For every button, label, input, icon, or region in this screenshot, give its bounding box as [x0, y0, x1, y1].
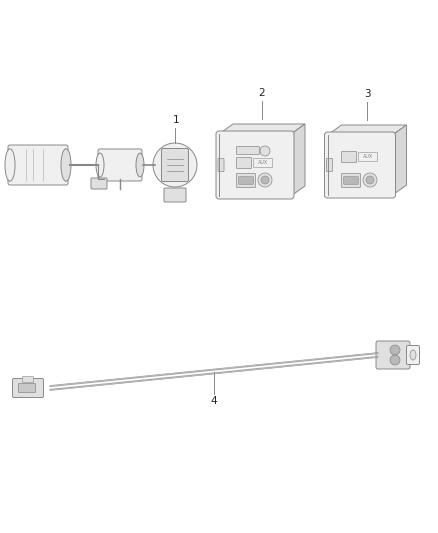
Circle shape	[260, 146, 270, 156]
Polygon shape	[291, 124, 305, 196]
Ellipse shape	[5, 149, 15, 181]
Circle shape	[261, 176, 269, 184]
Polygon shape	[328, 125, 406, 135]
FancyBboxPatch shape	[239, 177, 253, 184]
FancyBboxPatch shape	[18, 384, 35, 392]
FancyBboxPatch shape	[22, 376, 33, 383]
Polygon shape	[219, 124, 305, 134]
Circle shape	[390, 355, 400, 365]
Circle shape	[363, 173, 377, 187]
Text: AUX: AUX	[363, 155, 373, 159]
FancyBboxPatch shape	[216, 131, 294, 199]
Text: 1: 1	[173, 115, 179, 125]
FancyBboxPatch shape	[91, 178, 107, 189]
FancyBboxPatch shape	[162, 149, 188, 182]
FancyBboxPatch shape	[406, 345, 420, 365]
FancyBboxPatch shape	[218, 158, 224, 172]
FancyBboxPatch shape	[376, 341, 410, 369]
FancyBboxPatch shape	[237, 157, 251, 168]
Circle shape	[153, 143, 197, 187]
FancyBboxPatch shape	[237, 147, 259, 155]
FancyBboxPatch shape	[326, 158, 332, 172]
FancyBboxPatch shape	[325, 132, 396, 198]
Ellipse shape	[410, 350, 416, 360]
Circle shape	[366, 176, 374, 184]
Circle shape	[390, 345, 400, 355]
FancyBboxPatch shape	[254, 158, 272, 167]
FancyBboxPatch shape	[342, 174, 360, 188]
Text: 4: 4	[211, 397, 217, 407]
Text: 2: 2	[259, 88, 265, 98]
Ellipse shape	[136, 153, 144, 177]
Text: 3: 3	[364, 89, 370, 99]
FancyBboxPatch shape	[344, 177, 358, 184]
Ellipse shape	[61, 149, 71, 181]
Circle shape	[258, 173, 272, 187]
FancyBboxPatch shape	[164, 188, 186, 202]
FancyBboxPatch shape	[237, 174, 255, 188]
FancyBboxPatch shape	[98, 149, 142, 181]
Text: AUX: AUX	[258, 160, 268, 166]
FancyBboxPatch shape	[358, 152, 378, 161]
FancyBboxPatch shape	[8, 145, 68, 185]
Ellipse shape	[96, 153, 104, 177]
FancyBboxPatch shape	[13, 378, 43, 398]
Polygon shape	[392, 125, 406, 195]
FancyBboxPatch shape	[342, 151, 357, 163]
